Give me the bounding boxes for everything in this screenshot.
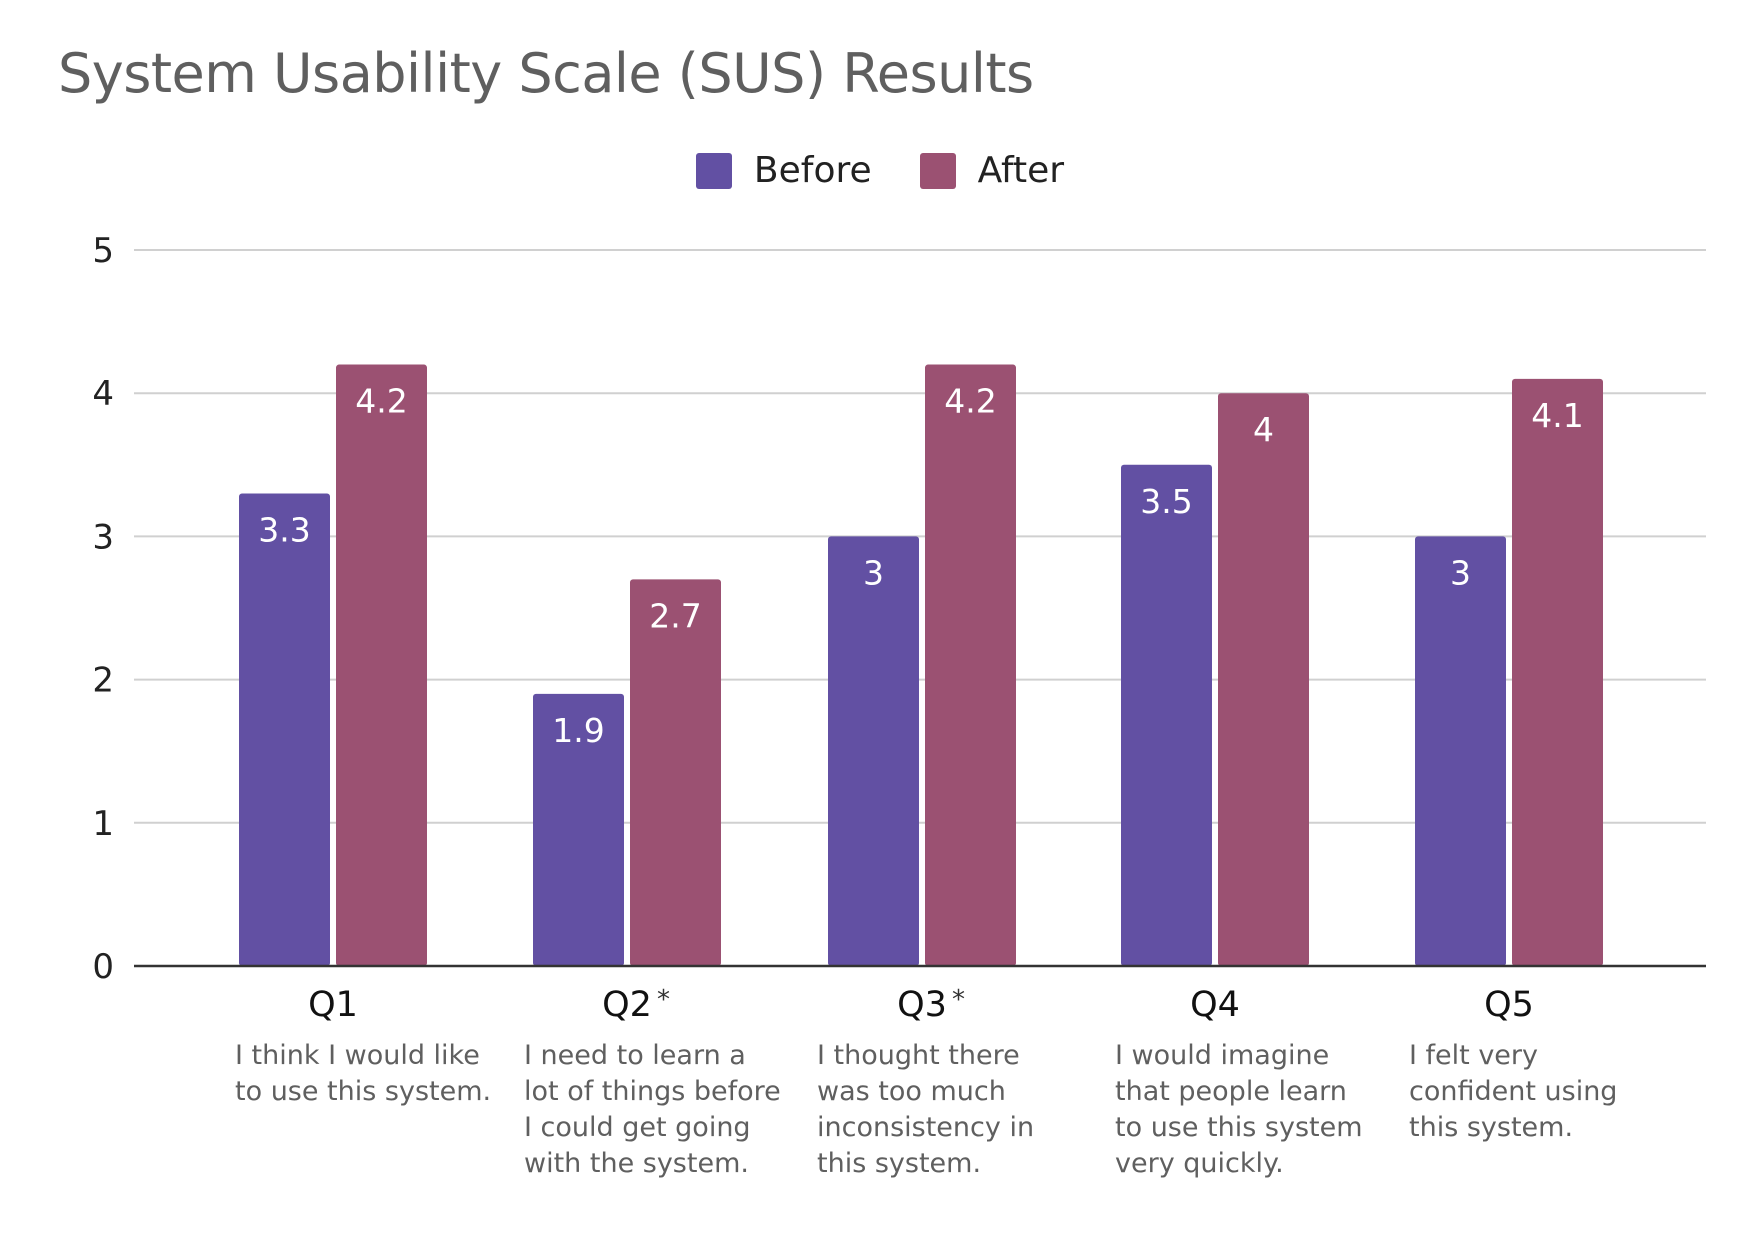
y-tick-label-1: 1 xyxy=(92,804,114,844)
bar-after-q1 xyxy=(336,364,427,966)
y-tick-label-3: 3 xyxy=(92,517,114,557)
legend: Before After xyxy=(0,150,1760,191)
bar-before-q2 xyxy=(533,693,624,966)
y-tick-label-5: 5 xyxy=(92,231,114,271)
value-label-before-q5: 3 xyxy=(1450,553,1471,592)
category-description-q5: I felt very confident using this system. xyxy=(1409,1040,1618,1143)
bar-before-q5 xyxy=(1415,536,1506,966)
category-description-q4: I would imagine that people learn to use… xyxy=(1115,1040,1363,1179)
value-label-before-q4: 3.5 xyxy=(1140,482,1192,521)
bar-before-q1 xyxy=(239,493,330,966)
legend-label-before: Before xyxy=(753,150,872,191)
bar-after-q5 xyxy=(1512,378,1603,966)
legend-item-before: Before xyxy=(695,150,872,191)
value-label-after-q4: 4 xyxy=(1253,410,1274,449)
x-tick-label-q2: Q2 xyxy=(602,985,652,1025)
legend-swatch-after xyxy=(919,152,956,189)
bar-after-q3 xyxy=(925,364,1016,966)
bar-after-q2 xyxy=(630,579,721,966)
value-label-after-q3: 4.2 xyxy=(944,382,996,421)
y-tick-label-2: 2 xyxy=(92,661,114,701)
category-description-q1: I think I would like to use this system. xyxy=(235,1040,492,1107)
value-label-before-q1: 3.3 xyxy=(258,510,310,549)
x-tick-label-q4: Q4 xyxy=(1190,985,1240,1025)
x-tick-mark-q3: * xyxy=(952,985,965,1015)
x-tick-mark-q2: * xyxy=(657,985,670,1015)
bar-before-q3 xyxy=(828,536,919,966)
chart-title: System Usability Scale (SUS) Results xyxy=(58,42,1034,105)
x-tick-label-q3: Q3 xyxy=(897,985,947,1025)
y-tick-label-0: 0 xyxy=(92,947,114,987)
value-label-after-q1: 4.2 xyxy=(355,382,407,421)
value-label-before-q2: 1.9 xyxy=(552,711,604,750)
value-label-after-q2: 2.7 xyxy=(649,596,701,635)
legend-label-after: After xyxy=(977,150,1065,191)
value-label-before-q3: 3 xyxy=(863,553,884,592)
y-tick-label-4: 4 xyxy=(92,374,114,414)
category-description-q3: I thought there was too much inconsisten… xyxy=(817,1040,1035,1179)
legend-swatch-before xyxy=(695,152,732,189)
x-tick-label-q5: Q5 xyxy=(1484,985,1534,1025)
legend-item-after: After xyxy=(919,150,1065,191)
value-label-after-q5: 4.1 xyxy=(1531,396,1583,435)
bar-after-q4 xyxy=(1218,393,1309,966)
x-tick-label-q1: Q1 xyxy=(308,985,358,1025)
category-description-q2: I need to learn a lot of things before I… xyxy=(524,1040,781,1179)
bar-before-q4 xyxy=(1121,464,1212,966)
